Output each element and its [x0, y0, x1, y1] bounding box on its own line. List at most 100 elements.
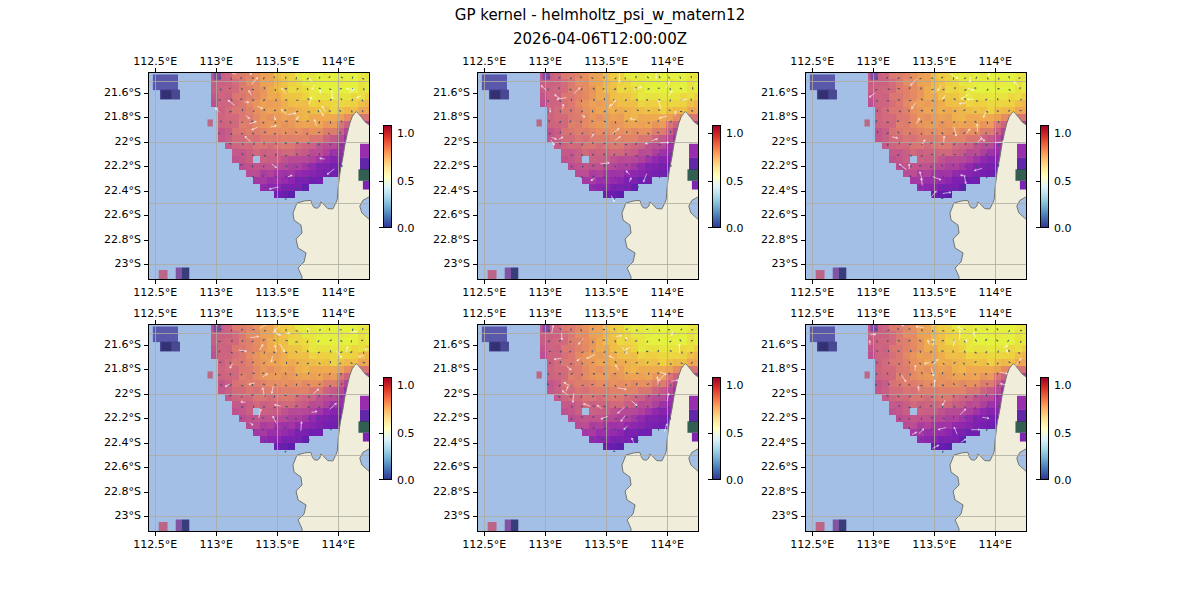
tick-mark: [473, 264, 477, 265]
tick-mark: [473, 215, 477, 216]
tick-mark: [277, 320, 278, 324]
y-tick-label: 22.4°S: [410, 436, 470, 449]
colorbar-tick-mark: [708, 227, 712, 228]
tick-mark: [473, 117, 477, 118]
tick-mark: [812, 532, 813, 536]
x-tick-label-bottom: 114°E: [322, 286, 355, 299]
x-tick-label-bottom: 114°E: [979, 538, 1012, 551]
x-tick-label-top: 112.5°E: [462, 55, 506, 68]
tick-mark: [144, 418, 148, 419]
y-tick-label: 22.8°S: [81, 233, 141, 246]
tick-mark: [216, 320, 217, 324]
colorbar-tick-mark: [379, 479, 383, 480]
x-tick-label-top: 113.5°E: [255, 55, 299, 68]
tick-mark: [484, 532, 485, 536]
tick-mark: [144, 264, 148, 265]
x-tick-label-bottom: 112.5°E: [462, 538, 506, 551]
y-tick-label: 22°S: [410, 387, 470, 400]
colorbar: [383, 125, 392, 228]
tick-mark: [144, 369, 148, 370]
colorbar-tick-mark: [379, 433, 383, 434]
y-tick-label: 21.6°S: [81, 86, 141, 99]
x-tick-label-top: 113.5°E: [584, 55, 628, 68]
tick-mark: [995, 532, 996, 536]
y-tick-label: 21.8°S: [738, 110, 798, 123]
x-tick-label-top: 113°E: [200, 307, 233, 320]
tick-mark: [873, 68, 874, 72]
colorbar-tick-mark: [1036, 133, 1040, 134]
panel-r2c3-map: [805, 324, 1027, 532]
tick-mark: [873, 532, 874, 536]
tick-mark: [473, 93, 477, 94]
tick-mark: [801, 516, 805, 517]
tick-mark: [155, 68, 156, 72]
x-tick-label-bottom: 113°E: [857, 538, 890, 551]
tick-mark: [277, 280, 278, 284]
y-tick-label: 23°S: [738, 509, 798, 522]
colorbar-tick-mark: [1036, 479, 1040, 480]
tick-mark: [473, 166, 477, 167]
x-tick-label-top: 112.5°E: [790, 55, 834, 68]
colorbar-tick-mark: [1036, 433, 1040, 434]
panel-r1c3-map: [805, 72, 1027, 280]
tick-mark: [338, 68, 339, 72]
tick-mark: [545, 532, 546, 536]
colorbar-tick-mark: [708, 479, 712, 480]
colorbar-tick-label: 0.5: [1054, 426, 1072, 439]
tick-mark: [473, 492, 477, 493]
tick-mark: [801, 264, 805, 265]
colorbar-tick-mark: [379, 227, 383, 228]
tick-mark: [667, 320, 668, 324]
tick-mark: [801, 142, 805, 143]
y-tick-label: 22.6°S: [81, 208, 141, 221]
colorbar: [712, 377, 721, 480]
x-tick-label-top: 114°E: [979, 55, 1012, 68]
tick-mark: [144, 492, 148, 493]
tick-mark: [155, 320, 156, 324]
x-tick-label-top: 112.5°E: [462, 307, 506, 320]
y-tick-label: 22.2°S: [410, 411, 470, 424]
tick-mark: [155, 280, 156, 284]
x-tick-label-bottom: 112.5°E: [790, 538, 834, 551]
colorbar: [1040, 125, 1049, 228]
colorbar-tick-label: 1.0: [1054, 379, 1072, 392]
x-tick-label-top: 114°E: [979, 307, 1012, 320]
tick-mark: [606, 68, 607, 72]
colorbar-tick-mark: [379, 133, 383, 134]
tick-mark: [144, 443, 148, 444]
tick-mark: [801, 345, 805, 346]
x-tick-label-bottom: 113.5°E: [255, 538, 299, 551]
x-tick-label-top: 112.5°E: [133, 55, 177, 68]
x-tick-label-bottom: 113.5°E: [255, 286, 299, 299]
tick-mark: [995, 68, 996, 72]
tick-mark: [473, 142, 477, 143]
x-tick-label-bottom: 113.5°E: [584, 286, 628, 299]
tick-mark: [545, 68, 546, 72]
tick-mark: [338, 280, 339, 284]
tick-mark: [801, 93, 805, 94]
x-tick-label-bottom: 114°E: [979, 286, 1012, 299]
x-tick-label-top: 113.5°E: [912, 55, 956, 68]
panel-r2c2-map: [477, 324, 699, 532]
x-tick-label-bottom: 112.5°E: [790, 286, 834, 299]
colorbar-tick-mark: [708, 181, 712, 182]
figure-title: GP kernel - helmholtz_psi_w_matern12: [0, 6, 1200, 24]
panel-r1c2-map: [477, 72, 699, 280]
tick-mark: [995, 280, 996, 284]
tick-mark: [473, 191, 477, 192]
y-tick-label: 22°S: [410, 135, 470, 148]
y-tick-label: 22°S: [81, 387, 141, 400]
tick-mark: [801, 240, 805, 241]
tick-mark: [801, 191, 805, 192]
x-tick-label-bottom: 113°E: [200, 286, 233, 299]
colorbar: [383, 377, 392, 480]
tick-mark: [484, 320, 485, 324]
y-tick-label: 21.6°S: [81, 338, 141, 351]
y-tick-label: 21.6°S: [738, 338, 798, 351]
tick-mark: [995, 320, 996, 324]
x-tick-label-top: 114°E: [322, 55, 355, 68]
tick-mark: [473, 345, 477, 346]
tick-mark: [801, 443, 805, 444]
tick-mark: [934, 320, 935, 324]
x-tick-label-bottom: 114°E: [651, 286, 684, 299]
